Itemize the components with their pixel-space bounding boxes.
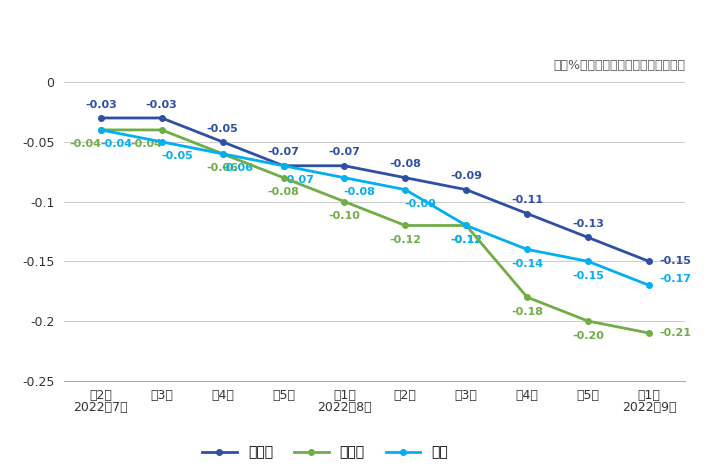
Text: -0.15: -0.15 bbox=[660, 257, 692, 267]
Text: -0.12: -0.12 bbox=[389, 235, 421, 245]
Text: -0.06: -0.06 bbox=[206, 163, 238, 173]
Text: -0.14: -0.14 bbox=[511, 259, 543, 269]
Text: -0.09: -0.09 bbox=[405, 199, 436, 209]
Text: -0.12: -0.12 bbox=[451, 235, 482, 245]
Text: -0.20: -0.20 bbox=[572, 331, 604, 341]
Text: -0.04: -0.04 bbox=[131, 139, 163, 149]
Text: -0.13: -0.13 bbox=[572, 219, 604, 229]
Text: -0.08: -0.08 bbox=[389, 159, 421, 169]
Text: -0.03: -0.03 bbox=[85, 99, 116, 109]
Text: 第3週: 第3週 bbox=[455, 389, 478, 402]
Text: 第5週: 第5週 bbox=[272, 389, 295, 402]
Text: -0.15: -0.15 bbox=[572, 271, 604, 281]
Text: 単位%、前週比、出所：韓国不動産院: 単位%、前週比、出所：韓国不動産院 bbox=[553, 59, 685, 71]
Text: -0.18: -0.18 bbox=[511, 307, 543, 317]
Text: -0.08: -0.08 bbox=[268, 187, 299, 197]
Text: -0.10: -0.10 bbox=[328, 211, 361, 221]
Text: -0.07: -0.07 bbox=[283, 175, 315, 185]
Text: 第1週: 第1週 bbox=[638, 389, 660, 402]
Text: 第5週: 第5週 bbox=[576, 389, 600, 402]
Text: -0.03: -0.03 bbox=[146, 99, 178, 109]
Text: -0.07: -0.07 bbox=[268, 148, 299, 158]
Text: 第4週: 第4週 bbox=[211, 389, 234, 402]
Text: -0.09: -0.09 bbox=[451, 171, 482, 181]
Text: -0.11: -0.11 bbox=[511, 195, 543, 205]
Text: -0.17: -0.17 bbox=[660, 274, 692, 284]
Text: 第2週: 第2週 bbox=[394, 389, 417, 402]
Text: -0.06: -0.06 bbox=[222, 163, 253, 173]
Legend: ソウル, 首都圏, 全国: ソウル, 首都圏, 全国 bbox=[196, 440, 454, 465]
Text: -0.08: -0.08 bbox=[343, 187, 376, 197]
Text: 第1週: 第1週 bbox=[333, 389, 356, 402]
Text: 第2週: 第2週 bbox=[89, 389, 112, 402]
Text: 2022年7月: 2022年7月 bbox=[74, 401, 128, 414]
Text: -0.12: -0.12 bbox=[451, 235, 482, 245]
Text: -0.04: -0.04 bbox=[100, 139, 132, 149]
Text: -0.05: -0.05 bbox=[161, 151, 193, 161]
Text: -0.07: -0.07 bbox=[328, 148, 361, 158]
Text: 第3週: 第3週 bbox=[150, 389, 173, 402]
Text: 第4週: 第4週 bbox=[516, 389, 538, 402]
Text: -0.05: -0.05 bbox=[207, 123, 238, 133]
Text: 2022年8月: 2022年8月 bbox=[317, 401, 372, 414]
Text: -0.21: -0.21 bbox=[660, 328, 692, 338]
Text: 2022年9月: 2022年9月 bbox=[622, 401, 676, 414]
Text: -0.04: -0.04 bbox=[69, 139, 101, 149]
Text: 韓国のマンション取引価格の週間変動率: 韓国のマンション取引価格の週間変動率 bbox=[207, 17, 507, 45]
